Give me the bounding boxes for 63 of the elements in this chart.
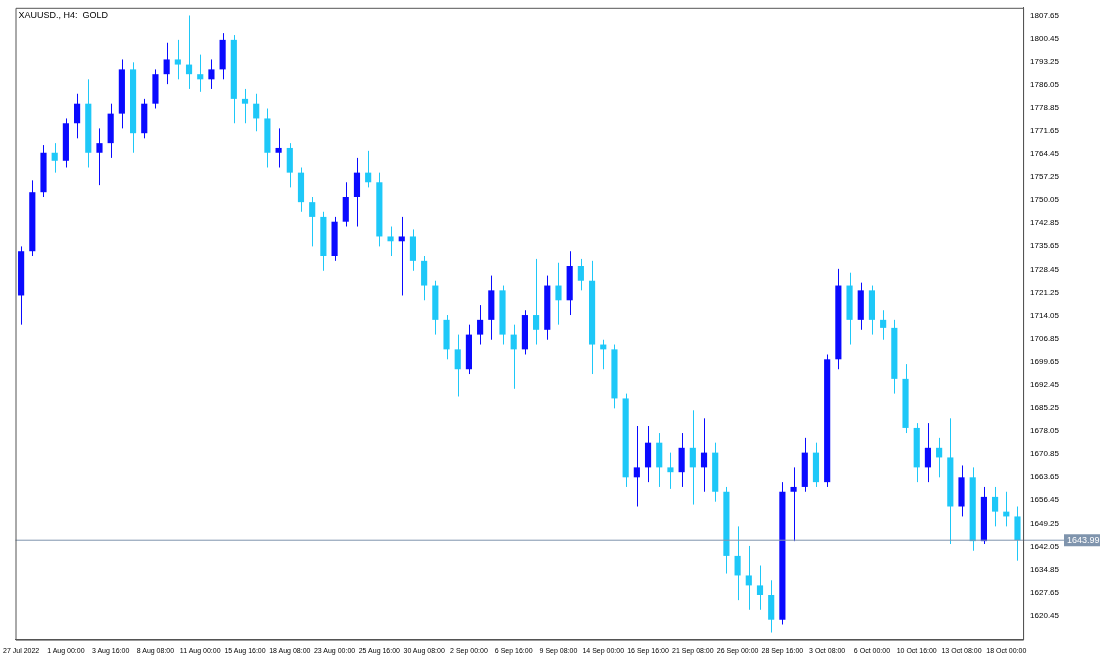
y-tick-label: 1757.25	[1030, 172, 1060, 182]
y-tick-label: 1764.45	[1030, 149, 1060, 159]
candlestick	[992, 486, 999, 527]
candlestick	[577, 258, 584, 291]
candlestick	[633, 425, 640, 508]
candlestick	[387, 226, 394, 257]
y-tick-label: 1807.65	[1030, 10, 1060, 20]
candlestick	[533, 258, 540, 346]
chart-title: XAUUSD., H4: GOLD	[18, 9, 109, 20]
candlestick	[454, 334, 461, 397]
y-tick-label: 1692.45	[1030, 380, 1060, 389]
candlestick	[745, 545, 752, 611]
candlestick	[555, 262, 562, 326]
candlestick	[667, 452, 674, 490]
y-tick-label: 1750.05	[1030, 195, 1060, 205]
y-tick-label: 1706.85	[1030, 333, 1060, 343]
y-tick-label: 1620.45	[1030, 610, 1060, 620]
y-tick-label: 1714.05	[1030, 310, 1060, 320]
candlestick	[1014, 506, 1021, 562]
y-tick-label: 1793.25	[1030, 56, 1060, 66]
y-tick-label: 1634.85	[1030, 564, 1060, 574]
candlestick	[208, 58, 215, 90]
candlestick	[197, 54, 204, 93]
candlestick	[398, 216, 405, 296]
y-tick-label: 1742.85	[1030, 218, 1060, 228]
candlestick	[241, 88, 249, 124]
candlestick	[790, 466, 797, 542]
candlestick	[174, 39, 181, 80]
y-tick-label: 1663.65	[1030, 472, 1060, 482]
y-tick-label: 1800.45	[1030, 33, 1060, 43]
candlestick	[275, 127, 282, 169]
candlestick	[253, 93, 260, 132]
y-tick-label: 1778.85	[1030, 102, 1060, 112]
candlestick	[185, 15, 193, 90]
y-tick-label: 1656.45	[1030, 495, 1060, 505]
candlestick	[309, 196, 316, 247]
y-tick-label: 1721.25	[1030, 287, 1060, 297]
candlestick	[365, 150, 372, 188]
y-tick-label: 1685.25	[1030, 403, 1060, 413]
candlestick	[936, 437, 943, 478]
y-tick-label: 1627.65	[1030, 587, 1060, 597]
candlestick	[510, 324, 517, 390]
y-tick-label: 1728.45	[1030, 264, 1060, 274]
candlestick	[756, 565, 764, 611]
y-tick-label: 1699.65	[1030, 356, 1060, 366]
candlestick	[734, 525, 741, 601]
candlestick	[163, 42, 170, 85]
y-tick-label: 1771.65	[1030, 126, 1060, 135]
y-tick-label: 1678.05	[1030, 426, 1060, 436]
candlestick	[689, 409, 696, 506]
y-tick-label: 1786.05	[1030, 79, 1060, 89]
ref-line-label: 1643.99	[1067, 534, 1100, 545]
candlestick	[74, 93, 81, 139]
y-tick-label: 1649.25	[1030, 518, 1060, 528]
candlestick	[477, 304, 484, 346]
candlestick	[924, 422, 931, 483]
y-tick-label: 1642.05	[1030, 541, 1060, 551]
candlestick	[96, 127, 103, 186]
candlestick	[51, 142, 58, 174]
y-tick-label: 1735.65	[1030, 241, 1060, 251]
candlestick	[700, 417, 708, 493]
candlestick	[880, 309, 887, 341]
y-tick-label: 1670.85	[1030, 449, 1060, 459]
